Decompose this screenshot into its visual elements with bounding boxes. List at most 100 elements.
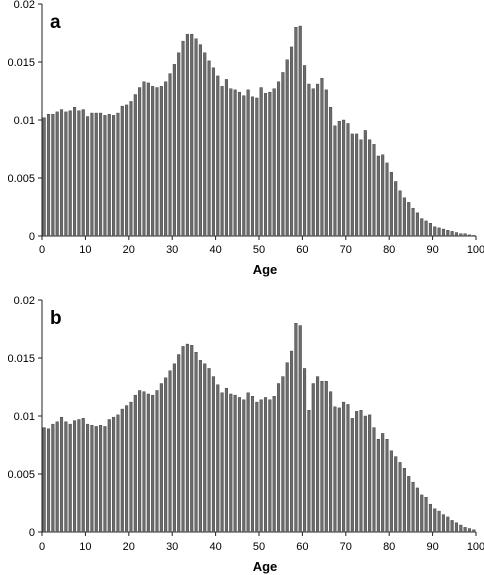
bar xyxy=(77,110,81,237)
x-tick-label: 70 xyxy=(340,244,352,256)
bar xyxy=(172,64,176,237)
bar xyxy=(411,481,415,533)
bar xyxy=(181,346,185,533)
bar xyxy=(268,399,272,533)
bar xyxy=(237,91,242,237)
bar xyxy=(64,421,68,533)
bar xyxy=(259,87,263,237)
bar xyxy=(138,390,142,533)
bar xyxy=(120,408,124,533)
bar xyxy=(346,123,350,237)
bar xyxy=(441,228,445,237)
bar xyxy=(107,419,111,533)
bar xyxy=(190,33,194,237)
bar xyxy=(290,46,294,237)
x-tick-label: 100 xyxy=(467,541,484,553)
bar xyxy=(246,392,250,533)
bar xyxy=(120,105,124,237)
bar xyxy=(337,120,341,237)
x-tick-label: 10 xyxy=(79,244,91,256)
panel-label: b xyxy=(50,308,62,329)
y-tick-label: 0.015 xyxy=(7,353,35,365)
bar xyxy=(94,112,98,237)
bar xyxy=(46,113,51,237)
bar xyxy=(268,91,272,237)
bar xyxy=(129,401,133,533)
bar xyxy=(450,520,454,533)
bar xyxy=(164,81,168,237)
bar xyxy=(316,376,320,533)
bar xyxy=(81,109,85,237)
bar xyxy=(350,133,354,237)
bar xyxy=(311,383,315,533)
bar xyxy=(64,111,68,237)
bar xyxy=(381,433,385,533)
bar xyxy=(285,362,289,533)
bar xyxy=(133,394,137,533)
bar xyxy=(103,115,107,237)
bar xyxy=(220,392,224,533)
x-tick-label: 20 xyxy=(123,541,135,553)
bar xyxy=(255,401,259,533)
bar xyxy=(472,529,476,533)
bar xyxy=(224,79,228,237)
bar xyxy=(198,44,202,237)
y-tick-label: 0.02 xyxy=(14,295,35,307)
bar xyxy=(177,354,181,533)
bar xyxy=(133,94,137,237)
y-tick-label: 0.02 xyxy=(14,0,35,11)
bar xyxy=(428,503,432,533)
bar xyxy=(125,104,129,237)
bar xyxy=(454,522,459,533)
bar xyxy=(398,190,402,237)
bar xyxy=(103,426,107,533)
bar xyxy=(407,476,411,533)
bar xyxy=(420,218,424,237)
bar xyxy=(55,421,59,533)
bar xyxy=(372,427,376,533)
bar xyxy=(307,83,311,237)
bar xyxy=(42,117,46,237)
bar xyxy=(320,381,324,533)
bar xyxy=(164,377,168,533)
x-axis-title: Age xyxy=(253,559,278,574)
x-tick-label: 40 xyxy=(209,541,221,553)
bar xyxy=(138,87,142,237)
bar xyxy=(281,376,285,533)
x-tick-label: 90 xyxy=(426,244,438,256)
y-tick-label: 0.01 xyxy=(14,115,35,127)
bar xyxy=(376,439,380,533)
bar xyxy=(385,162,389,237)
bar xyxy=(437,510,441,533)
bar xyxy=(112,416,116,533)
bar xyxy=(207,368,211,533)
bar xyxy=(42,427,46,533)
bar xyxy=(177,52,181,237)
bar xyxy=(155,390,159,533)
bar xyxy=(112,115,116,237)
bar xyxy=(363,130,367,237)
bar xyxy=(172,363,176,533)
bar xyxy=(68,423,72,533)
bar xyxy=(151,86,155,237)
bar xyxy=(389,450,393,533)
bar xyxy=(402,197,406,237)
bar xyxy=(194,352,198,533)
bar xyxy=(168,73,172,237)
y-tick-label: 0 xyxy=(29,231,35,243)
bar xyxy=(211,376,215,533)
bar xyxy=(433,508,437,533)
bar xyxy=(415,212,419,237)
bar xyxy=(250,96,255,237)
bar xyxy=(372,144,376,237)
x-tick-label: 10 xyxy=(79,541,91,553)
bar xyxy=(198,360,202,533)
bar xyxy=(402,468,406,533)
bar xyxy=(242,399,246,533)
bar xyxy=(329,391,333,533)
x-tick-label: 100 xyxy=(467,244,484,256)
bar xyxy=(107,113,111,237)
bar xyxy=(272,88,276,237)
bar xyxy=(272,396,276,533)
